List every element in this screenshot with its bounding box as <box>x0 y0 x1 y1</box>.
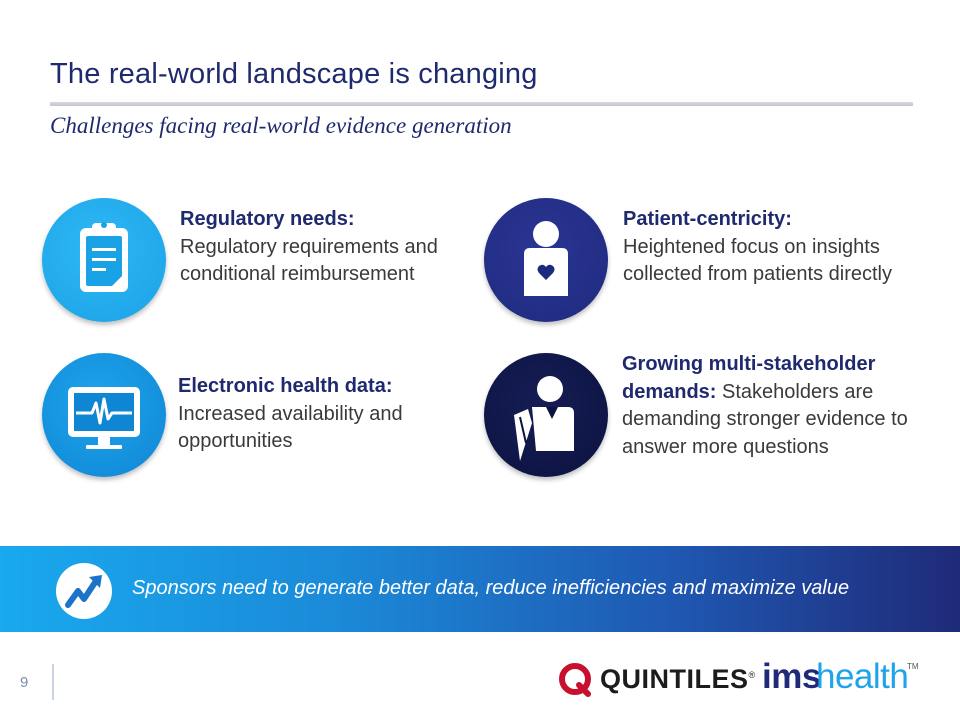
ehd-text: Increased availability and opportunities <box>178 402 403 453</box>
ehd-circle <box>42 353 166 477</box>
regulatory-circle <box>42 198 166 322</box>
regulatory-block: Regulatory needs: Regulatory requirement… <box>180 206 450 289</box>
banner-icon-circle <box>56 563 112 619</box>
slide-subtitle: Challenges facing real-world evidence ge… <box>50 113 512 138</box>
quintiles-logo-mark <box>559 663 591 697</box>
quintiles-logo-text: QUINTILES® <box>600 664 756 695</box>
value-banner: Sponsors need to generate better data, r… <box>0 546 960 632</box>
regulatory-heading: Regulatory needs: <box>180 208 355 230</box>
stakeholder-circle <box>484 353 608 477</box>
clipboard-icon <box>80 222 128 292</box>
stakeholder-heading: Growing multi-stakeholder demands: <box>622 353 876 403</box>
stakeholder-block: Growing multi-stakeholder demands: Stake… <box>622 351 922 461</box>
stakeholder-icon <box>514 376 574 461</box>
regulatory-text: Regulatory requirements and conditional … <box>180 235 438 286</box>
banner-text: Sponsors need to generate better data, r… <box>132 577 850 599</box>
patient-text: Heightened focus on insights collected f… <box>623 235 893 286</box>
stakeholder-text: Stakeholders are demanding stronger evid… <box>622 380 908 458</box>
ims-logo-text: ims <box>762 657 821 696</box>
patient-circle <box>484 198 608 322</box>
patient-heading: Patient-centricity: <box>623 208 792 230</box>
footer-separator <box>52 664 54 700</box>
ehd-heading: Electronic health data: <box>178 375 393 397</box>
monitor-heartbeat-icon <box>68 387 140 449</box>
trend-up-arrow-icon <box>65 575 102 608</box>
trademark-mark: TM <box>907 662 919 671</box>
patient-block: Patient-centricity: Heightened focus on … <box>623 206 923 289</box>
quintiles-wordmark: QUINTILES <box>600 664 749 694</box>
page-number: 9 <box>20 674 29 691</box>
registered-mark: ® <box>748 670 756 680</box>
slide-title: The real-world landscape is changing <box>50 58 538 90</box>
patient-heart-icon <box>524 221 568 296</box>
title-divider <box>50 102 913 106</box>
ehd-block: Electronic health data: Increased availa… <box>178 373 448 456</box>
health-logo-text: health <box>816 657 909 696</box>
